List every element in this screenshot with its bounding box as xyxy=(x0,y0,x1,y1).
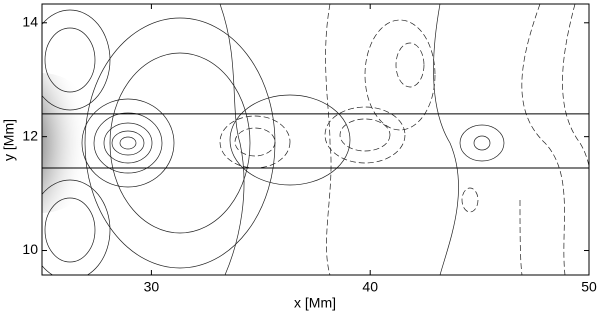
intensity-blob xyxy=(42,73,102,213)
x-axis-label: x [Mm] xyxy=(294,295,336,311)
y-tick-label: 10 xyxy=(22,241,38,257)
x-tick-label: 40 xyxy=(362,279,378,295)
x-tick-label: 30 xyxy=(144,279,160,295)
y-axis-label: y [Mm] xyxy=(1,119,17,161)
plot-frame xyxy=(41,3,590,276)
y-tick-label: 14 xyxy=(22,13,38,29)
x-tick-label: 50 xyxy=(581,279,597,295)
contour-field xyxy=(42,4,589,275)
y-tick-label: 12 xyxy=(22,127,38,143)
contours xyxy=(42,4,589,275)
